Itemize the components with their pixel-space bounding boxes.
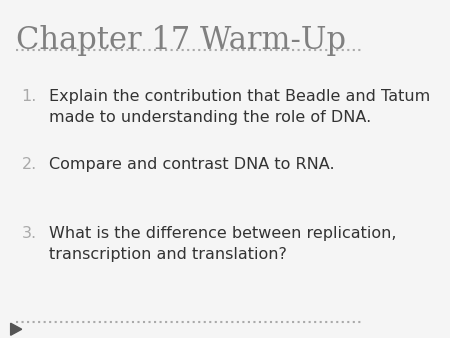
Text: What is the difference between replication,
transcription and translation?: What is the difference between replicati… <box>50 226 397 262</box>
Text: 1.: 1. <box>22 89 37 103</box>
Text: Explain the contribution that Beadle and Tatum
made to understanding the role of: Explain the contribution that Beadle and… <box>50 89 431 124</box>
Polygon shape <box>11 323 22 335</box>
Text: Chapter 17 Warm-Up: Chapter 17 Warm-Up <box>16 25 346 56</box>
Text: 3.: 3. <box>22 226 37 241</box>
Text: 2.: 2. <box>22 157 37 172</box>
Text: Compare and contrast DNA to RNA.: Compare and contrast DNA to RNA. <box>50 157 335 172</box>
